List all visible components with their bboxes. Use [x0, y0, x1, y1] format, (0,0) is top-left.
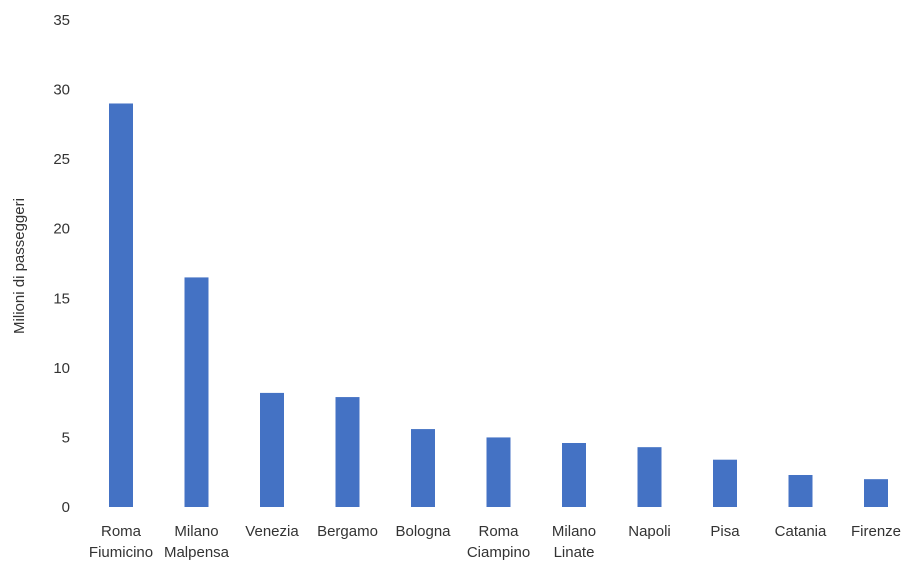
x-tick-label: Milano Malpensa: [164, 523, 230, 561]
y-tick-label: 25: [53, 151, 70, 168]
bar: [486, 437, 511, 507]
x-tick-label: Roma Ciampino: [467, 523, 530, 561]
bar: [562, 442, 586, 507]
x-tick-label: Venezia: [245, 523, 299, 540]
bar: [864, 479, 888, 507]
y-tick-label: 0: [62, 499, 70, 516]
bar: [260, 392, 284, 507]
x-tick-label: Napoli: [628, 523, 671, 540]
x-tick-label: Roma Fiumicino: [89, 523, 153, 561]
bar: [637, 447, 662, 507]
x-tick-label: Bologna: [395, 523, 451, 540]
x-tick-label: Bergamo: [317, 523, 378, 540]
y-axis-ticks: 0 5 10 15 20 25 30 35: [53, 12, 70, 516]
y-tick-label: 35: [53, 12, 70, 29]
y-tick-label: 15: [53, 290, 70, 307]
y-tick-label: 20: [53, 221, 70, 238]
x-axis-ticks: Roma Fiumicino Milano Malpensa Venezia Bergam…: [89, 523, 901, 561]
y-tick-label: 5: [62, 429, 70, 446]
x-tick-label: Catania: [775, 523, 827, 540]
x-tick-label: Pisa: [710, 523, 740, 540]
bar: [335, 397, 360, 507]
bar: [109, 103, 133, 507]
bars: [109, 103, 888, 507]
bar: [184, 277, 209, 507]
x-tick-label: Firenze: [851, 523, 901, 540]
y-tick-label: 30: [53, 82, 70, 99]
bar: [411, 429, 435, 507]
y-tick-label: 10: [53, 360, 70, 377]
bar: [713, 459, 737, 507]
y-axis-title: Milioni di passeggeri: [11, 198, 28, 334]
x-tick-label: Milano Linate: [552, 523, 596, 561]
bar: [788, 474, 813, 507]
